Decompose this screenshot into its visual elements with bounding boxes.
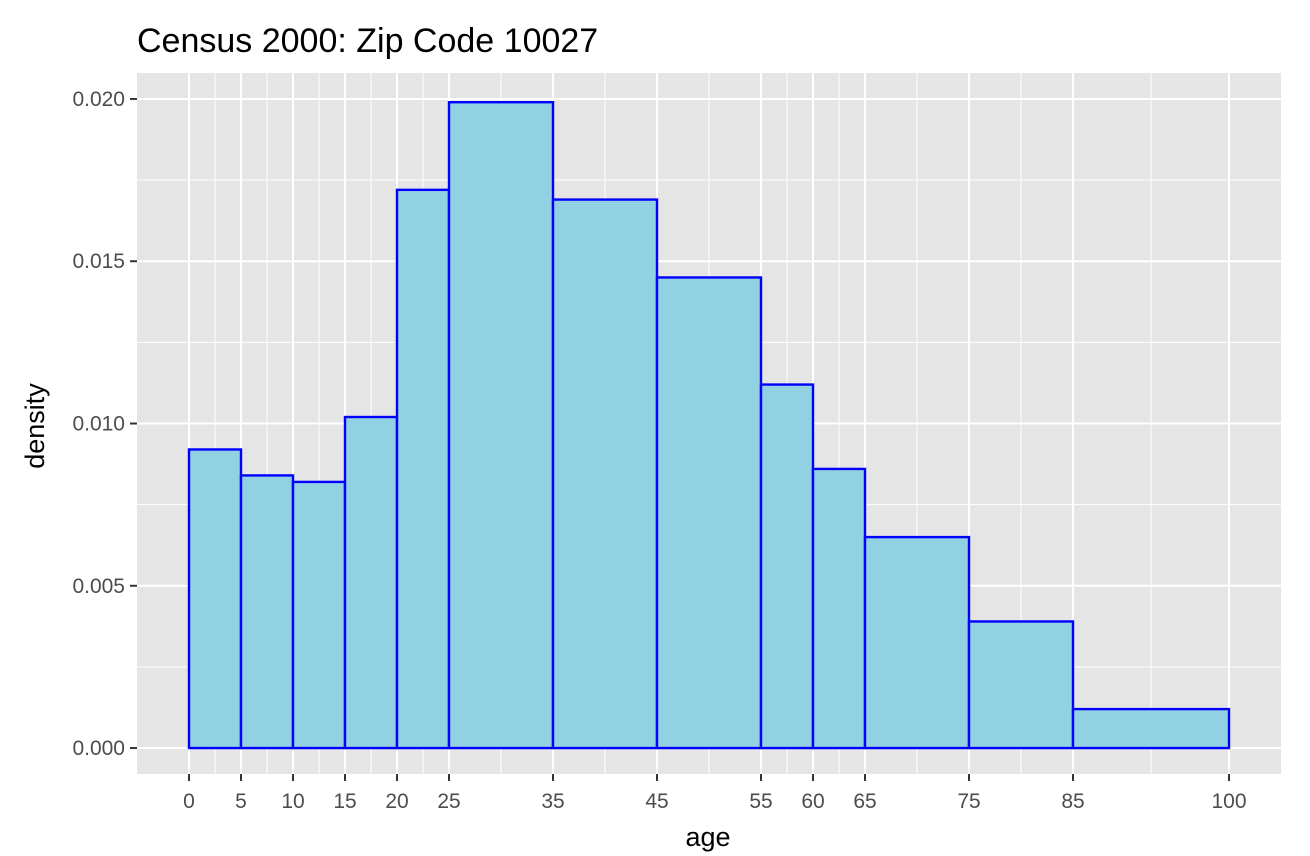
x-tick-label: 45 bbox=[645, 790, 668, 813]
y-tick-label: 0.000 bbox=[72, 737, 125, 760]
x-tick-label: 15 bbox=[333, 790, 356, 813]
histogram-bar bbox=[1071, 707, 1231, 750]
x-tick-label: 35 bbox=[541, 790, 564, 813]
x-tick-label: 25 bbox=[437, 790, 460, 813]
histogram-bar bbox=[239, 474, 295, 750]
x-tick-label: 60 bbox=[801, 790, 824, 813]
x-tick-label: 75 bbox=[957, 790, 980, 813]
x-axis: 0 5 10 15 20 25 35 45 55 60 65 75 85 100 bbox=[183, 774, 1247, 813]
histogram-bars bbox=[187, 101, 1231, 750]
histogram-bar bbox=[343, 415, 399, 750]
y-tick-label: 0.015 bbox=[72, 250, 125, 273]
histogram-bar bbox=[655, 276, 763, 750]
histogram-bar bbox=[967, 620, 1075, 750]
y-tick-label: 0.020 bbox=[72, 88, 125, 111]
histogram-bar bbox=[759, 383, 815, 750]
x-tick-label: 20 bbox=[385, 790, 408, 813]
x-tick-label: 55 bbox=[749, 790, 772, 813]
y-axis-title: density bbox=[20, 383, 50, 469]
histogram-bar bbox=[551, 198, 659, 750]
histogram-bar bbox=[187, 448, 243, 750]
histogram-bar bbox=[447, 101, 555, 750]
histogram-bar bbox=[395, 188, 451, 750]
histogram-bar bbox=[811, 467, 867, 750]
x-tick-label: 10 bbox=[281, 790, 304, 813]
x-tick-label: 85 bbox=[1061, 790, 1084, 813]
histogram-bar bbox=[291, 480, 347, 750]
x-tick-label: 100 bbox=[1211, 790, 1246, 813]
y-tick-label: 0.010 bbox=[72, 413, 125, 436]
y-tick-label: 0.005 bbox=[72, 575, 125, 598]
x-tick-label: 65 bbox=[853, 790, 876, 813]
chart-title: Census 2000: Zip Code 10027 bbox=[137, 22, 598, 60]
x-tick-label: 5 bbox=[235, 790, 247, 813]
histogram-bar bbox=[863, 535, 971, 750]
x-axis-title: age bbox=[685, 822, 730, 852]
y-axis: 0.000 0.005 0.010 0.015 0.020 bbox=[72, 88, 137, 760]
x-tick-label: 0 bbox=[183, 790, 195, 813]
